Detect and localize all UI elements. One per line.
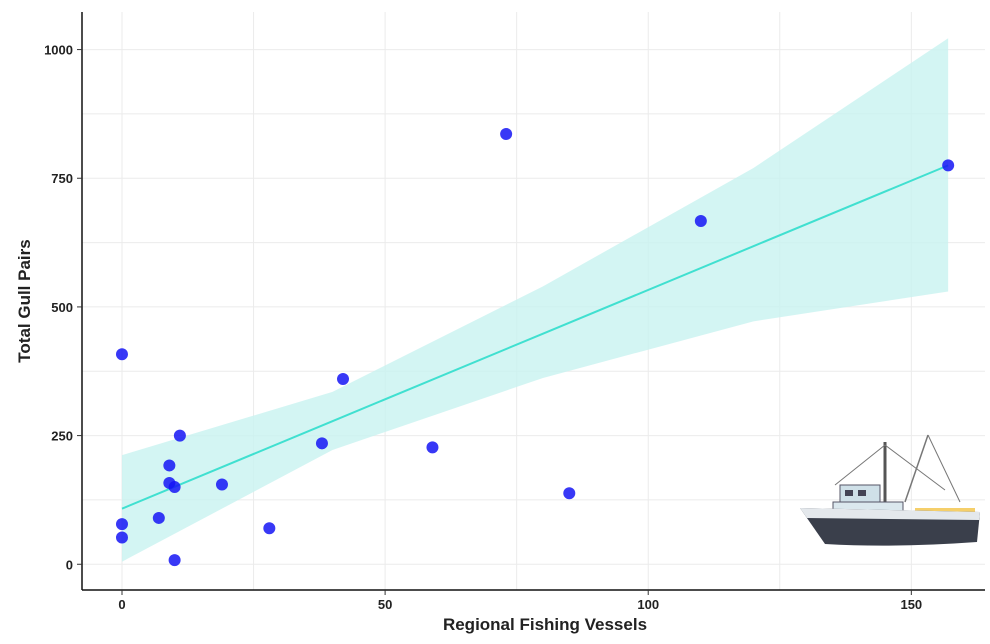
point (169, 554, 181, 566)
fit-line (122, 165, 948, 508)
x-tick-label: 50 (378, 597, 392, 612)
y-tick-label: 750 (51, 171, 73, 186)
point (153, 512, 165, 524)
y-tick-label: 0 (66, 557, 73, 572)
point (500, 128, 512, 140)
point (942, 159, 954, 171)
y-tick-label: 500 (51, 300, 73, 315)
point (116, 348, 128, 360)
chart: Regional Fishing Vessels Total Gull Pair… (0, 0, 990, 639)
point (316, 437, 328, 449)
x-axis-title: Regional Fishing Vessels (443, 615, 647, 634)
x-tick-label: 150 (900, 597, 922, 612)
point (426, 441, 438, 453)
x-tick-label: 0 (118, 597, 125, 612)
x-tick-label: 100 (637, 597, 659, 612)
y-axis-title: Total Gull Pairs (15, 239, 34, 362)
confidence-band (122, 38, 948, 561)
point (695, 215, 707, 227)
point (163, 459, 175, 471)
boat-illustration (800, 435, 980, 546)
point (174, 430, 186, 442)
point (216, 478, 228, 490)
y-tick-label: 1000 (44, 43, 73, 58)
y-tick-label: 250 (51, 429, 73, 444)
point (169, 481, 181, 493)
point (116, 518, 128, 530)
point (337, 373, 349, 385)
point (563, 487, 575, 499)
plot-area (116, 38, 954, 566)
point (116, 532, 128, 544)
point (263, 522, 275, 534)
